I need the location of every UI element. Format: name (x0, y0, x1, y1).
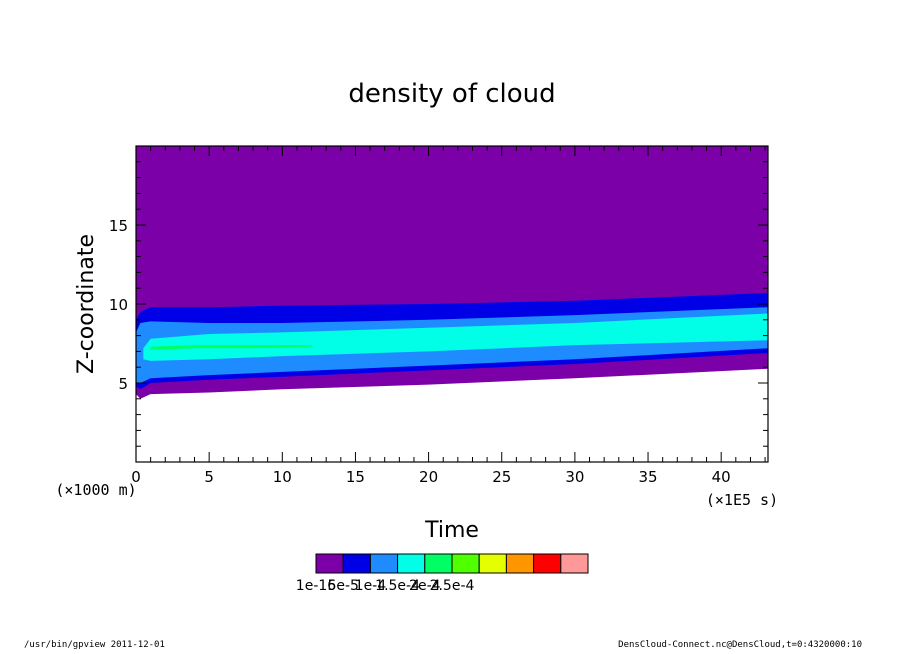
colorbar-swatch (342, 553, 371, 574)
x-tick-label: 10 (273, 468, 292, 486)
contour-band-3 (143, 313, 768, 361)
colorbar-label: 1e-4 (355, 578, 387, 594)
x-tick-label: 15 (346, 468, 365, 486)
x-tick-label: 20 (419, 468, 438, 486)
colorbar-label: 5e-5 (327, 578, 358, 594)
colorbar-label: 2e-4 (409, 578, 441, 594)
x-scale-label: (×1E5 s) (706, 491, 778, 509)
axes: 0 5 10 15 20 25 30 35 40 5 10 15 (109, 145, 769, 486)
y-tick-label: 15 (109, 217, 128, 235)
x-tick-label: 0 (131, 468, 141, 486)
footer-right: DensCloud-Connect.nc@DensCloud,t=0:43200… (618, 640, 862, 650)
y-scale-label: (×1000 m) (55, 481, 136, 499)
y-axis-label: Z-coordinate (74, 234, 99, 374)
colorbar-swatch (369, 553, 399, 574)
colorbar-swatch (533, 553, 562, 574)
colorbar-swatch (397, 553, 426, 574)
plot-area (136, 146, 768, 399)
contour-band-4 (150, 345, 312, 350)
colorbar-label: 1e-16 (296, 578, 336, 594)
colorbar-swatch (505, 553, 535, 574)
colorbar-swatch (315, 553, 344, 574)
colorbar-label: 1.5e-4 (375, 578, 420, 594)
x-tick-label: 30 (565, 468, 584, 486)
colorbar-swatch (478, 553, 507, 574)
footer-left: /usr/bin/gpview 2011-12-01 (24, 640, 165, 650)
x-axis-label: Time (424, 518, 479, 543)
x-tick-label: 40 (712, 468, 731, 486)
y-tick-label: 5 (118, 375, 128, 393)
x-tick-label: 5 (204, 468, 214, 486)
x-tick-label: 35 (638, 468, 657, 486)
x-tick-label: 25 (492, 468, 511, 486)
colorbar-swatch (560, 553, 589, 574)
chart-title: density of cloud (348, 79, 555, 109)
y-tick-label: 10 (109, 296, 128, 314)
colorbar-swatch (451, 553, 480, 574)
colorbar-swatch (424, 553, 453, 574)
colorbar-label: 2.5e-4 (430, 578, 475, 594)
